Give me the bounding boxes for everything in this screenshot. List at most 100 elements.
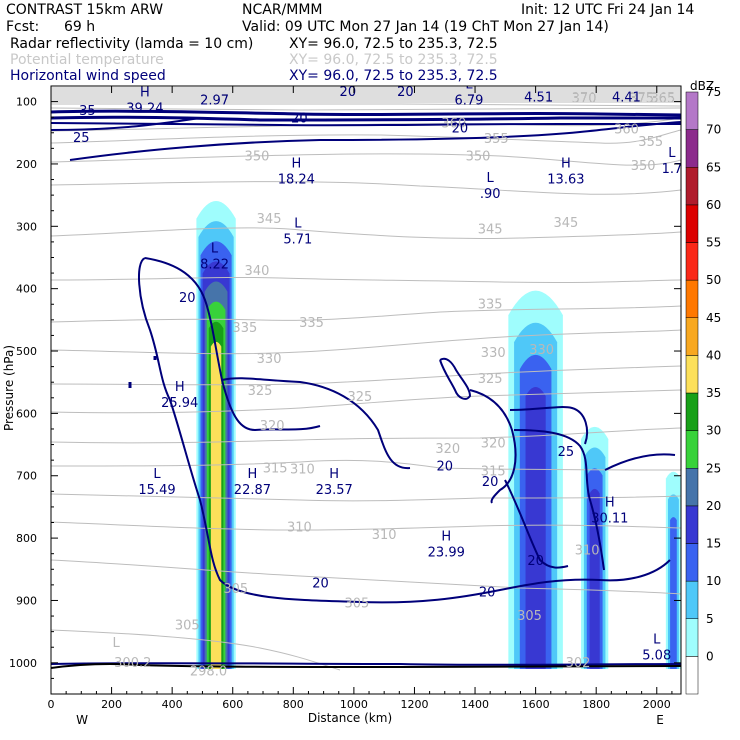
colorbar-label: 30 [706,424,721,438]
theta-label: 315 [481,464,506,479]
y-tick-label: 100 [16,96,37,109]
theta-label: 310 [575,544,600,559]
theta-label: 330 [257,352,282,367]
theta-label: 305 [223,582,248,597]
wind-extremum-value: 4.51 [524,90,553,105]
theta-label: 335 [232,321,257,336]
wind-extremum-type: L [653,632,661,647]
theta-label: 330 [481,346,506,361]
wind-extremum-type: H [561,157,571,172]
wind-extremum-value: 2.97 [200,93,229,108]
colorbar-label: 60 [706,198,721,212]
theta-label: 325 [348,390,373,405]
wind-extremum-type: L [153,467,161,482]
wind-extremum-type: H [291,157,301,172]
theta-label: 330 [529,343,554,358]
wind-extremum-type: H [441,530,451,545]
wind-extremum-type: H [248,467,258,482]
y-tick-label: 900 [16,594,37,607]
colorbar-swatch [685,279,699,318]
y-tick-label: 800 [16,532,37,545]
colorbar: dBZ 0 5 10 15 20 25 30 35 40 45 50 55 60 65 70 75 [685,79,721,695]
colorbar-swatch [685,656,699,695]
colorbar-swatch [685,91,699,130]
reflectivity-cell-1-20dbz [525,386,546,670]
theta-label: 320 [260,419,285,434]
wind-extremum-type: L [294,217,302,232]
y-axis-title: Pressure (hPa) [2,345,16,431]
colorbar-label: 70 [706,123,721,137]
theta-label: 325 [248,384,273,399]
x-tick-label: 1200 [400,698,428,711]
theta-label: 310 [372,528,397,543]
wind-extremum-value: 22.87 [234,483,271,498]
x-tick-label: 1400 [461,698,489,711]
colorbar-label: 65 [706,160,721,174]
colorbar-label: 45 [706,311,721,325]
theta-label: 310 [290,463,315,478]
theta-label: 302 [566,656,591,671]
colorbar-unit: dBZ [690,79,714,93]
wind-extremum-type: H [605,495,615,510]
wind-extremum-type: H [175,380,185,395]
theta-label: 305 [175,618,200,633]
colorbar-swatch [685,392,699,431]
x-axis-title: Distance (km) [308,711,392,725]
x-tick-label: 0 [48,698,55,711]
wind-extremum-value: 4.41 [612,90,641,105]
y-tick-label: 1000 [9,657,37,670]
x-tick-label: 200 [101,698,122,711]
colorbar-label: 35 [706,386,721,400]
colorbar-swatch [685,543,699,582]
theta-label: 345 [553,216,578,231]
wind-extremum-value: 8.22 [200,257,229,272]
theta-label: 350 [631,159,656,174]
wind-contour-label: 20 [479,585,496,600]
colorbar-label: 15 [706,537,721,551]
wind-extremum-type: L [487,171,495,186]
x-tick-label: 1800 [582,698,610,711]
colorbar-swatch [685,505,699,544]
wind-extremum-value: 30.11 [591,511,628,526]
theta-label: 320 [481,436,506,451]
theta-label: 355 [638,135,663,150]
theta-label: 340 [245,264,270,279]
wind-contour-label: 20 [291,111,308,126]
theta-isentropes [51,87,681,671]
wind-contour-label: 20 [527,554,544,569]
theta-label: 298.0 [190,665,227,680]
theta-label: 365 [650,91,675,106]
theta-label: 345 [478,222,503,237]
wind-contour-label: 25 [73,131,90,146]
wind-extremum-value: 15.49 [138,483,175,498]
y-tick-label: 600 [16,407,37,420]
wind-extremum-value: 5.08 [642,648,671,663]
y-tick-label: 200 [16,158,37,171]
theta-label: 335 [478,297,503,312]
colorbar-label: 25 [706,461,721,475]
fcst-value: 69 h [64,19,95,35]
field-wind-xy: XY= 96.0, 72.5 to 235.3, 72.5 [289,68,498,84]
colorbar-label: 55 [706,236,721,250]
colorbar-label: 20 [706,499,721,513]
reflectivity-cell-0-40dbz [210,341,222,670]
wind-extremum-type: H [140,86,150,101]
colorbar-swatch [685,618,699,657]
wind-extremum-value: 18.24 [278,173,315,188]
wind-contour-label: 25 [558,445,575,460]
x-tick-label: 600 [222,698,243,711]
theta-label: 320 [435,442,460,457]
init-time: Init: 12 UTC Fri 24 Jan 14 [521,2,694,18]
colorbar-swatch [685,167,699,206]
colorbar-swatch [685,430,699,469]
field-reflectivity-xy: XY= 96.0, 72.5 to 235.3, 72.5 [289,36,498,52]
colorbar-label: 75 [706,85,721,99]
wind-extremum-value: .90 [480,187,501,202]
colorbar-label: 50 [706,273,721,287]
x-end-right: E [656,713,664,727]
wind-contour-label: 20 [482,475,499,490]
theta-label: 360 [441,116,466,131]
x-tick-label: 1000 [340,698,368,711]
header: CONTRAST 15km ARW NCAR/MMM Init: 12 UTC … [6,2,694,84]
